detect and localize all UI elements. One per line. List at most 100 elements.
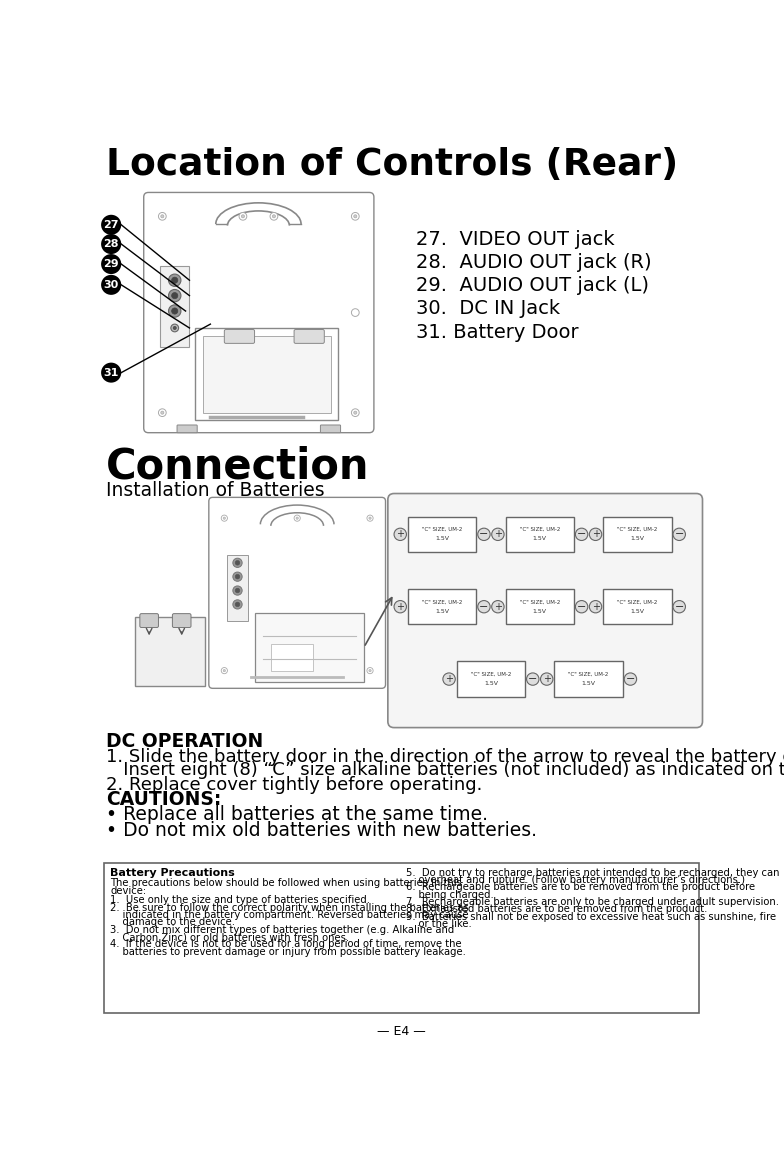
Text: 2.  Be sure to follow the correct polarity when installing the batteries as: 2. Be sure to follow the correct polarit… [111,903,469,913]
Text: 3.  Do not mix different types of batteries together (e.g. Alkaline and: 3. Do not mix different types of batteri… [111,924,455,935]
Circle shape [296,517,299,519]
Text: Carbon Zinc) or old batteries with fresh ones.: Carbon Zinc) or old batteries with fresh… [111,932,350,942]
Circle shape [221,515,227,521]
Bar [256,613,364,683]
Circle shape [172,293,178,298]
Text: The precautions below should be followed when using batteries in this: The precautions below should be followed… [111,878,463,888]
Text: −: − [577,529,586,540]
Text: device:: device: [111,886,147,896]
Text: "C" SIZE, UM-2: "C" SIZE, UM-2 [470,672,511,677]
Text: 1.5V: 1.5V [630,536,644,541]
Text: "C" SIZE, UM-2: "C" SIZE, UM-2 [617,527,658,532]
Text: batteries to prevent damage or injury from possible battery leakage.: batteries to prevent damage or injury fr… [111,946,466,957]
Bar [104,863,699,1014]
Text: 28: 28 [103,239,119,250]
Text: 27.  VIDEO OUT jack: 27. VIDEO OUT jack [416,230,615,250]
Text: 29: 29 [103,259,119,269]
Circle shape [351,212,359,221]
Circle shape [172,308,178,315]
Text: being charged.: being charged. [406,889,494,900]
Circle shape [101,275,122,295]
Circle shape [354,411,357,414]
Circle shape [624,673,637,685]
FancyBboxPatch shape [224,330,255,344]
Circle shape [477,528,490,541]
Text: −: − [626,675,635,684]
Text: 31. Battery Door: 31. Battery Door [416,323,579,341]
Bar [270,643,314,671]
Circle shape [294,515,300,521]
Circle shape [161,215,164,218]
Bar [160,266,190,347]
Circle shape [233,586,242,596]
Text: Installation of Batteries: Installation of Batteries [106,481,325,500]
Text: +: + [396,601,405,612]
Circle shape [233,600,242,610]
Text: 30.  DC IN Jack: 30. DC IN Jack [416,300,560,318]
Text: +: + [592,529,600,540]
Circle shape [354,215,357,218]
Circle shape [171,324,179,332]
Circle shape [367,668,373,673]
Text: 1.5V: 1.5V [484,682,498,686]
Circle shape [101,362,122,383]
Circle shape [270,212,278,221]
Text: 1.5V: 1.5V [630,608,644,614]
Text: 1.5V: 1.5V [435,608,449,614]
Text: 1.5V: 1.5V [533,536,546,541]
Text: Connection: Connection [106,446,369,488]
Text: • Replace all batteries at the same time.: • Replace all batteries at the same time… [106,806,488,824]
Text: −: − [479,529,488,540]
Text: CAUTIONS:: CAUTIONS: [106,789,221,809]
Circle shape [394,528,406,541]
Circle shape [233,572,242,582]
FancyBboxPatch shape [143,193,374,433]
Text: 1. Slide the battery door in the direction of the arrow to reveal the battery co: 1. Slide the battery door in the directi… [106,748,784,765]
Circle shape [158,212,166,221]
Text: "C" SIZE, UM-2: "C" SIZE, UM-2 [422,599,463,605]
Circle shape [673,528,685,541]
Bar [408,517,476,551]
Circle shape [351,309,359,317]
Circle shape [235,603,240,607]
Text: "C" SIZE, UM-2: "C" SIZE, UM-2 [520,599,560,605]
FancyBboxPatch shape [294,330,325,344]
Circle shape [590,528,602,541]
Text: −: − [674,529,684,540]
Circle shape [101,215,122,235]
Text: Location of Controls (Rear): Location of Controls (Rear) [106,147,678,183]
Circle shape [221,668,227,673]
Circle shape [368,517,371,519]
Text: 8.  Exhausted batteries are to be removed from the product.: 8. Exhausted batteries are to be removed… [406,904,708,915]
Circle shape [368,670,371,672]
Text: −: − [577,601,586,612]
FancyBboxPatch shape [388,493,702,728]
Text: indicated in the battery compartment. Reversed batteries may cause: indicated in the battery compartment. Re… [111,910,469,920]
Bar [554,662,622,697]
Text: 29.  AUDIO OUT jack (L): 29. AUDIO OUT jack (L) [416,276,648,295]
Text: 1.5V: 1.5V [533,608,546,614]
Text: −: − [479,601,488,612]
Bar [506,589,574,625]
Bar [604,517,672,551]
Text: Battery Precautions: Battery Precautions [111,867,235,878]
Text: "C" SIZE, UM-2: "C" SIZE, UM-2 [568,672,608,677]
Text: +: + [445,675,453,684]
Bar [202,336,331,412]
Circle shape [673,600,685,613]
Text: +: + [494,601,502,612]
Bar [135,616,205,686]
Text: 30: 30 [103,280,119,290]
Circle shape [239,212,247,221]
Text: DC OPERATION: DC OPERATION [106,733,263,751]
Text: or the like.: or the like. [406,920,472,929]
Bar [457,662,525,697]
Text: 1.5V: 1.5V [435,536,449,541]
FancyBboxPatch shape [172,614,191,627]
Text: "C" SIZE, UM-2: "C" SIZE, UM-2 [617,599,658,605]
Circle shape [161,411,164,414]
Text: 2. Replace cover tightly before operating.: 2. Replace cover tightly before operatin… [106,776,482,794]
Circle shape [443,673,456,685]
Text: 6.  Rechargeable batteries are to be removed from the product before: 6. Rechargeable batteries are to be remo… [406,882,756,893]
Circle shape [477,600,490,613]
